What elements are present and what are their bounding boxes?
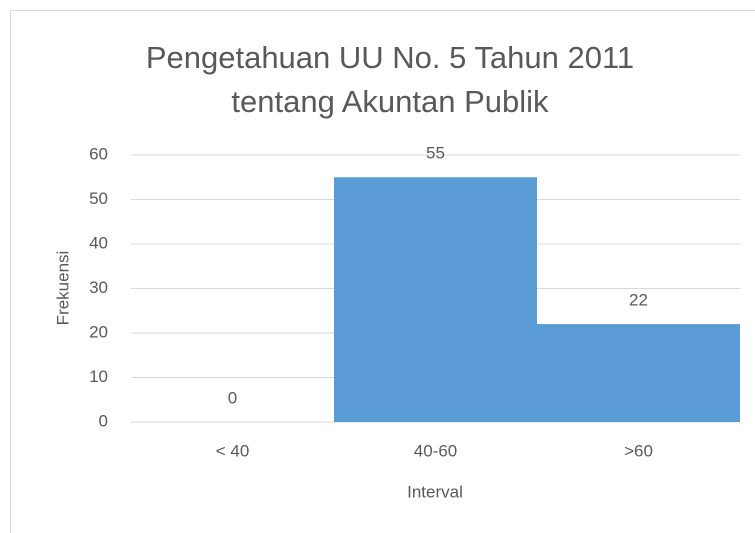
data-label: 55 bbox=[426, 144, 445, 163]
data-label: 22 bbox=[629, 291, 648, 310]
y-tick-label: 30 bbox=[89, 278, 108, 297]
y-tick-label: 20 bbox=[89, 322, 108, 341]
x-tick-label: 40-60 bbox=[414, 441, 457, 460]
data-label: 0 bbox=[228, 388, 237, 407]
y-tick-label: 60 bbox=[89, 144, 108, 163]
x-tick-label: < 40 bbox=[216, 441, 250, 460]
y-tick-label: 40 bbox=[89, 233, 108, 252]
x-tick-label: >60 bbox=[624, 441, 653, 460]
chart-border bbox=[10, 10, 755, 533]
y-axis-title: Frekuensi bbox=[53, 251, 72, 326]
y-tick-label: 10 bbox=[89, 367, 108, 386]
y-tick-label: 0 bbox=[99, 411, 108, 430]
bar bbox=[334, 177, 537, 422]
chart-title: tentang Akuntan Publik bbox=[231, 84, 549, 119]
chart-title: Pengetahuan UU No. 5 Tahun 2011 bbox=[146, 40, 634, 75]
y-tick-label: 50 bbox=[89, 189, 108, 208]
bar bbox=[537, 324, 740, 422]
x-axis-title: Interval bbox=[407, 482, 463, 501]
